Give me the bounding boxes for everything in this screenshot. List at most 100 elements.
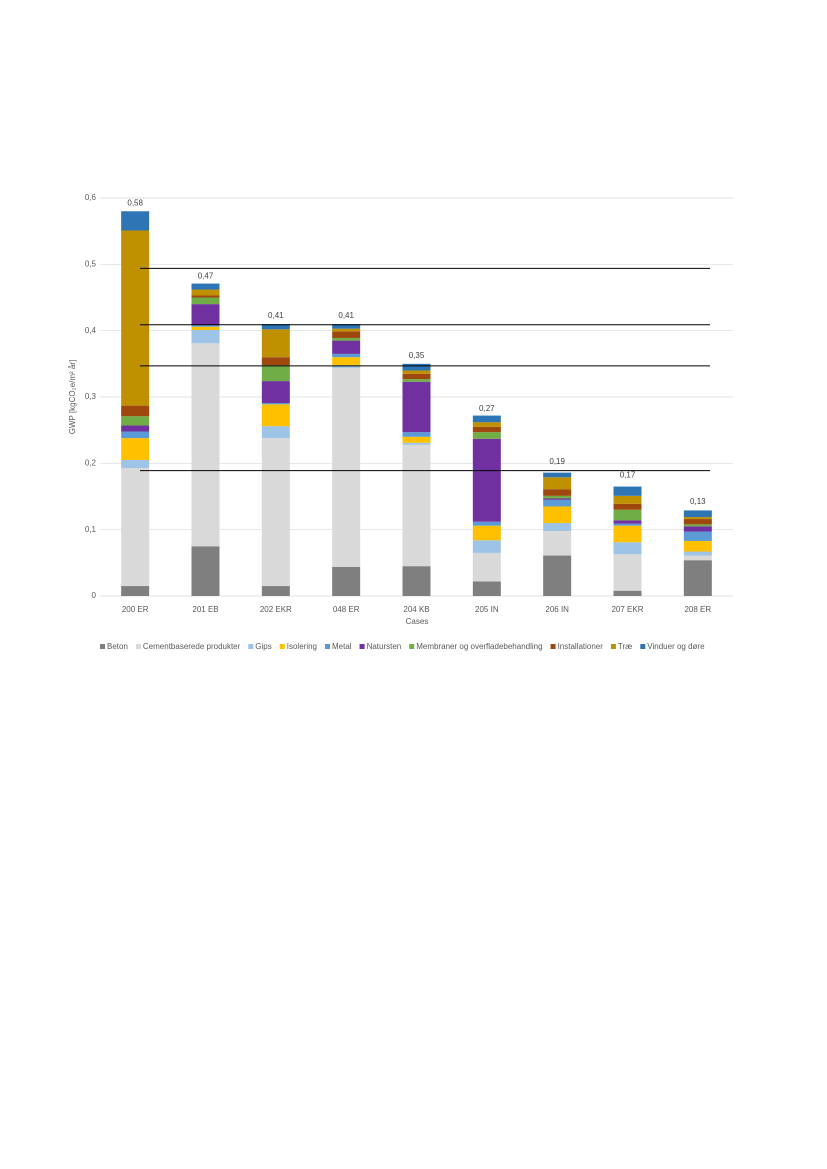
bar-segment <box>332 365 361 368</box>
x-tick-label: 205 IN <box>475 605 499 614</box>
bar-segment <box>472 581 501 596</box>
bar-segment <box>121 431 150 439</box>
bar-segment <box>121 211 150 231</box>
bar-segment <box>261 438 290 587</box>
bar-segment <box>402 363 431 371</box>
bar-segment <box>191 289 220 296</box>
bar-segment <box>543 506 572 524</box>
bar-segment <box>683 510 712 518</box>
bar-segment <box>613 509 642 521</box>
legend-swatch <box>100 644 105 649</box>
bar-segment <box>261 365 290 382</box>
x-tick-label: 206 IN <box>545 605 569 614</box>
legend-label: Natursten <box>367 642 402 651</box>
legend-swatch <box>248 644 254 649</box>
bar-segment <box>402 373 431 380</box>
total-label: 0,19 <box>549 457 565 466</box>
bar-segment <box>683 526 712 532</box>
bar-segment <box>472 426 501 433</box>
bar-segment <box>261 357 290 366</box>
x-tick-label: 200 ER <box>122 605 149 614</box>
bar-segment <box>543 472 572 478</box>
bar-segment <box>613 590 642 596</box>
bar-segment <box>402 379 431 382</box>
y-tick-label: 0,1 <box>85 525 97 534</box>
y-axis-label: GWP [kgCO₂e/m² år] <box>68 360 77 435</box>
y-tick-label: 0,2 <box>85 458 97 467</box>
bar-segment <box>332 328 361 332</box>
bar-segment <box>472 552 501 582</box>
y-tick-label: 0,6 <box>85 193 97 202</box>
bar-segment <box>191 283 220 290</box>
legend-label: Gips <box>255 642 271 651</box>
total-label: 0,41 <box>338 311 354 320</box>
bar-segment <box>332 367 361 567</box>
bar-segment <box>543 477 572 490</box>
legend-swatch <box>135 644 141 649</box>
bar-segment <box>191 326 220 331</box>
bar-segment <box>332 353 361 358</box>
x-tick-label: 208 ER <box>684 605 711 614</box>
bar-segment <box>683 551 712 556</box>
bar-segment <box>683 555 712 561</box>
x-tick-label: 204 KB <box>403 605 429 614</box>
bar-segment <box>261 404 290 427</box>
bar-segment <box>472 432 501 439</box>
bar-segment <box>402 381 431 433</box>
bar-segment <box>402 442 431 445</box>
legend-label: Træ <box>618 642 632 651</box>
bar-segment <box>543 495 572 499</box>
legend-swatch <box>279 644 285 649</box>
bar-segment <box>472 525 501 541</box>
total-label: 0,27 <box>479 404 495 413</box>
bar-segment <box>683 517 712 520</box>
legend-label: Metal <box>332 642 352 651</box>
total-label: 0,47 <box>198 271 214 280</box>
bar-segment <box>332 331 361 338</box>
bar-segment <box>613 554 642 591</box>
bar-segment <box>472 422 501 427</box>
bar-segment <box>402 436 431 443</box>
bar-segment <box>472 521 501 526</box>
bar-segment <box>332 357 361 366</box>
bar-segment <box>683 540 712 552</box>
bar-segment <box>121 438 150 461</box>
bar-segment <box>402 432 431 437</box>
bar-segment <box>683 524 712 527</box>
total-label: 0,58 <box>127 198 143 207</box>
bar-segment <box>613 520 642 524</box>
legend-label: Isolering <box>287 642 317 651</box>
total-label: 0,13 <box>690 497 706 506</box>
bar-segment <box>191 297 220 305</box>
bar-segment <box>261 324 290 330</box>
bar-segment <box>683 519 712 525</box>
legend-label: Installationer <box>558 642 604 651</box>
bar-segment <box>543 489 572 496</box>
bar-segment <box>121 460 150 468</box>
bar-segment <box>613 495 642 504</box>
bar-segment <box>472 438 501 522</box>
x-tick-label: 048 ER <box>333 605 360 614</box>
bar-segment <box>121 467 150 587</box>
legend-swatch <box>359 644 365 649</box>
legend-swatch <box>325 644 330 649</box>
bar-segment <box>543 498 572 500</box>
total-label: 0,41 <box>268 311 284 320</box>
x-tick-label: 202 EKR <box>260 605 292 614</box>
bar-segment <box>402 444 431 567</box>
bar-segment <box>332 337 361 341</box>
y-tick-label: 0,3 <box>85 392 97 401</box>
legend-swatch <box>640 644 646 649</box>
y-tick-label: 0,4 <box>85 326 97 335</box>
bar-segment <box>261 586 290 596</box>
bar-segment <box>472 415 501 423</box>
bar-segment <box>613 486 642 496</box>
bar-segment <box>613 503 642 510</box>
y-tick-label: 0 <box>92 591 97 600</box>
bar-segment <box>543 499 572 507</box>
bar-segment <box>261 402 290 405</box>
bar-segment <box>332 324 361 329</box>
bar-segment <box>613 525 642 543</box>
bar-segment <box>121 416 150 426</box>
